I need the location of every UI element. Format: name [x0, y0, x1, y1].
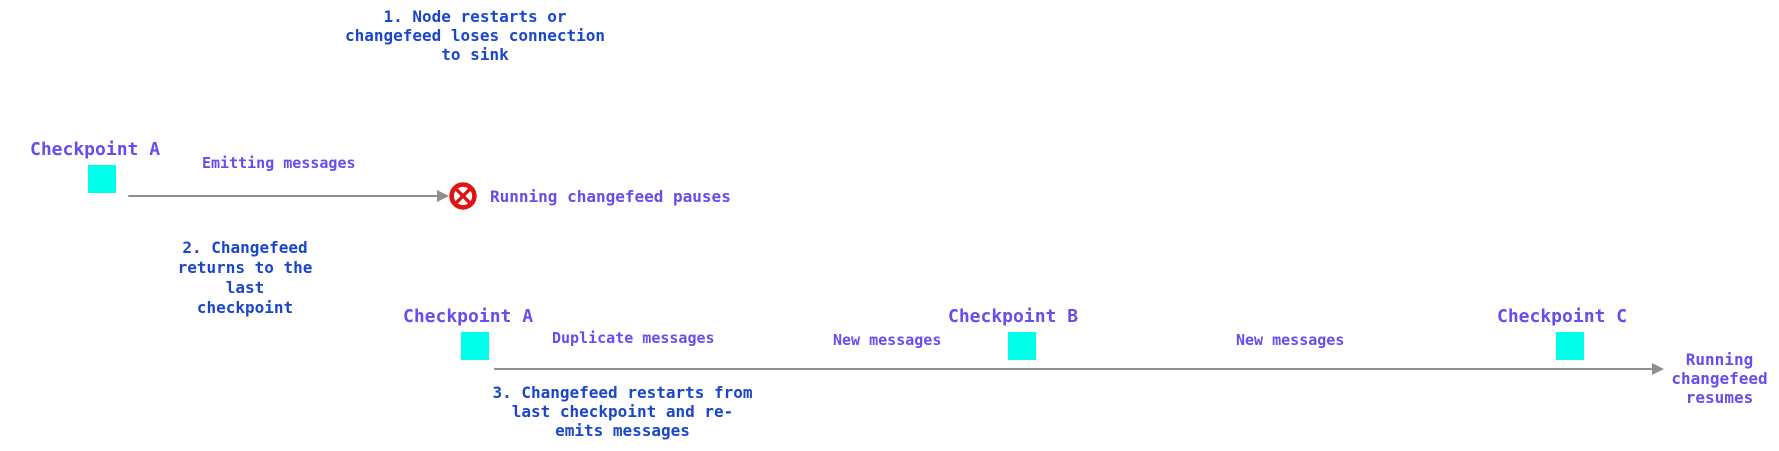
error-icon — [449, 182, 477, 210]
checkpoint-c-marker — [1556, 332, 1584, 360]
checkpoint-a-label: Checkpoint A — [403, 306, 534, 327]
timeline-2-arrow — [494, 368, 1652, 370]
checkpoint-b-marker — [1008, 332, 1036, 360]
step-1-annotation: 1. Node restarts or changefeed loses con… — [344, 7, 606, 64]
new-messages-label-2: New messages — [1236, 331, 1345, 349]
resume-label: Running changefeed resumes — [1671, 350, 1768, 407]
step-2-annotation: 2. Changefeed returns to the last checkp… — [177, 238, 313, 317]
timeline-1-arrow — [128, 195, 438, 197]
checkpoint-a-marker — [461, 332, 489, 360]
emitting-messages-label: Emitting messages — [202, 154, 356, 172]
checkpoint-b-label: Checkpoint B — [948, 306, 1079, 327]
arrowhead-right-icon — [1652, 363, 1664, 375]
new-messages-label-1: New messages — [833, 331, 942, 349]
step-3-annotation: 3. Changefeed restarts from last checkpo… — [492, 383, 753, 440]
arrowhead-right-icon — [437, 190, 449, 202]
checkpoint-a-label-top: Checkpoint A — [30, 139, 161, 160]
checkpoint-a-marker-top — [88, 165, 116, 193]
duplicate-messages-label: Duplicate messages — [552, 329, 715, 347]
pause-label: Running changefeed pauses — [490, 187, 731, 206]
checkpoint-c-label: Checkpoint C — [1497, 306, 1628, 327]
